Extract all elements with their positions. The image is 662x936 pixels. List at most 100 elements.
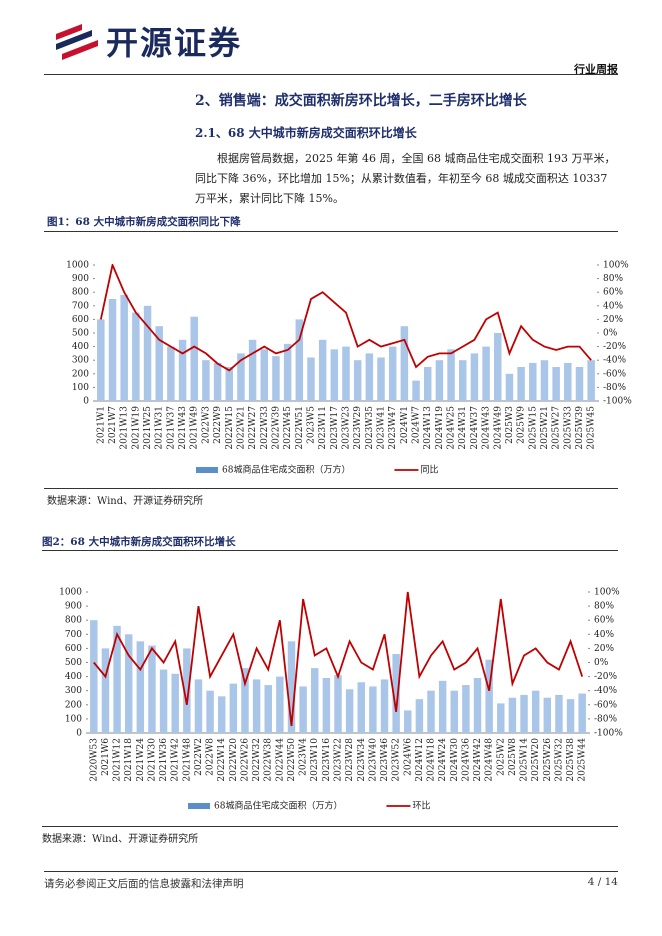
x-tick-label: 2025W20 bbox=[531, 738, 541, 782]
x-tick-label: 2025W44 bbox=[578, 738, 588, 782]
y2-tick-label: -40% bbox=[603, 356, 626, 366]
y-tick-label: 800 bbox=[65, 616, 82, 626]
x-tick-label: 2022W20 bbox=[229, 738, 239, 782]
y2-tick-label: 100% bbox=[603, 261, 629, 271]
x-tick-label: 2024W7 bbox=[412, 406, 422, 444]
x-tick-label: 2021W24 bbox=[136, 738, 146, 782]
y2-tick-label: 60% bbox=[594, 616, 614, 626]
bar bbox=[400, 326, 409, 401]
y2-tick-label: -100% bbox=[594, 729, 623, 739]
source-rule bbox=[42, 826, 618, 827]
y2-tick-label: 100% bbox=[594, 588, 620, 598]
y2-tick-label: -100% bbox=[603, 397, 632, 407]
bar bbox=[190, 316, 198, 401]
x-tick-label: 2021W6 bbox=[101, 738, 111, 776]
x-tick-label: 2022W14 bbox=[217, 738, 227, 782]
x-tick-label: 2022W27 bbox=[248, 406, 258, 450]
y-tick-label: 700 bbox=[72, 301, 89, 311]
source: 数据来源：Wind、开源证券研究所 bbox=[47, 496, 204, 507]
x-tick-label: 2023W11 bbox=[318, 406, 328, 450]
bar bbox=[218, 696, 226, 733]
x-tick-label: 2022W26 bbox=[240, 738, 250, 782]
footer-rule bbox=[44, 871, 618, 872]
bar bbox=[388, 346, 397, 401]
y2-tick-label: 40% bbox=[603, 301, 623, 311]
x-tick-label: 2025W32 bbox=[554, 738, 564, 782]
y-tick-label: 900 bbox=[65, 602, 82, 612]
bar bbox=[462, 685, 470, 733]
bar bbox=[213, 362, 222, 401]
x-tick-label: 2021W7 bbox=[108, 406, 118, 444]
x-tick-label: 2022W51 bbox=[295, 406, 305, 450]
x-tick-label: 2023W52 bbox=[392, 738, 402, 782]
chart: 0 100 200 300 400 500 600 700 800 900 1000 100% 80% 6… bbox=[66, 261, 632, 476]
logo-icon bbox=[56, 24, 98, 60]
line bbox=[93, 591, 584, 727]
bar bbox=[540, 360, 549, 401]
x-tick-label: 2025W2 bbox=[496, 738, 506, 776]
bar bbox=[508, 697, 517, 733]
bar bbox=[124, 634, 133, 733]
x-tick-label: 2021W37 bbox=[166, 406, 176, 450]
y-tick-label: 0 bbox=[83, 397, 89, 407]
bar bbox=[295, 319, 304, 401]
x-tick-label: 2024W30 bbox=[450, 738, 460, 782]
y-tick-label: 500 bbox=[72, 329, 89, 339]
x-tick-label: 2022W32 bbox=[252, 738, 262, 782]
logo: 开源证券 bbox=[106, 24, 243, 62]
legend-label: 68城商品住宅成交面积（万方） bbox=[214, 800, 342, 812]
x-tick-label: 2025W26 bbox=[543, 738, 553, 782]
bar bbox=[459, 360, 467, 401]
y-tick-label: 200 bbox=[72, 369, 89, 379]
y-tick-label: 1000 bbox=[66, 261, 89, 271]
y2-tick-label: 80% bbox=[603, 274, 623, 284]
bar bbox=[120, 294, 128, 401]
bar bbox=[299, 686, 307, 733]
bar bbox=[202, 360, 210, 401]
bar bbox=[148, 645, 156, 733]
caption-rule bbox=[44, 231, 618, 232]
y2-tick-label: 80% bbox=[594, 602, 614, 612]
bar bbox=[225, 367, 233, 401]
x-tick-label: 2023W34 bbox=[357, 738, 367, 782]
bar bbox=[435, 360, 444, 401]
y-tick-label: 400 bbox=[65, 672, 82, 682]
bar bbox=[101, 648, 110, 733]
x-tick-label: 2025W27 bbox=[552, 406, 562, 450]
y-tick-label: 600 bbox=[65, 644, 82, 654]
bar bbox=[183, 648, 191, 733]
bar bbox=[229, 683, 238, 733]
x-tick-label: 2021W25 bbox=[143, 406, 153, 450]
bar bbox=[520, 694, 528, 733]
x-tick-label: 2021W30 bbox=[147, 738, 157, 782]
y-tick-label: 500 bbox=[65, 658, 82, 668]
bar bbox=[450, 690, 458, 733]
bar bbox=[438, 680, 447, 733]
x-tick-label: 2021W13 bbox=[120, 406, 130, 450]
bar bbox=[587, 360, 595, 401]
x-tick-label: 2022W33 bbox=[260, 406, 270, 450]
y-tick-label: 600 bbox=[72, 315, 89, 325]
bar bbox=[365, 353, 374, 401]
x-tick-label: 2025W9 bbox=[517, 406, 527, 444]
x-tick-label: 2024W12 bbox=[415, 738, 425, 782]
x-tick-label: 2023W40 bbox=[368, 738, 378, 782]
bar bbox=[334, 675, 342, 733]
figure-caption: 图2：68 大中城市新房成交面积环比增长 bbox=[42, 536, 236, 548]
x-tick-label: 2024W43 bbox=[482, 406, 492, 450]
x-tick-label: 2023W41 bbox=[377, 406, 387, 450]
bar bbox=[529, 362, 537, 401]
bar bbox=[415, 699, 424, 733]
y2-tick-label: -40% bbox=[594, 686, 617, 696]
bar bbox=[159, 669, 168, 733]
y-tick-label: 900 bbox=[72, 274, 89, 284]
y2-tick-label: 0% bbox=[603, 329, 618, 339]
bar bbox=[178, 339, 187, 401]
legend-swatch bbox=[188, 803, 210, 809]
legend-label: 同比 bbox=[420, 464, 438, 476]
bar bbox=[357, 682, 365, 733]
section-title: 2、销售端：成交面积新房环比增长，二手房环比增长 bbox=[195, 93, 527, 109]
page-number: 4 / 14 bbox=[587, 876, 618, 888]
y-tick-label: 1000 bbox=[59, 588, 82, 598]
